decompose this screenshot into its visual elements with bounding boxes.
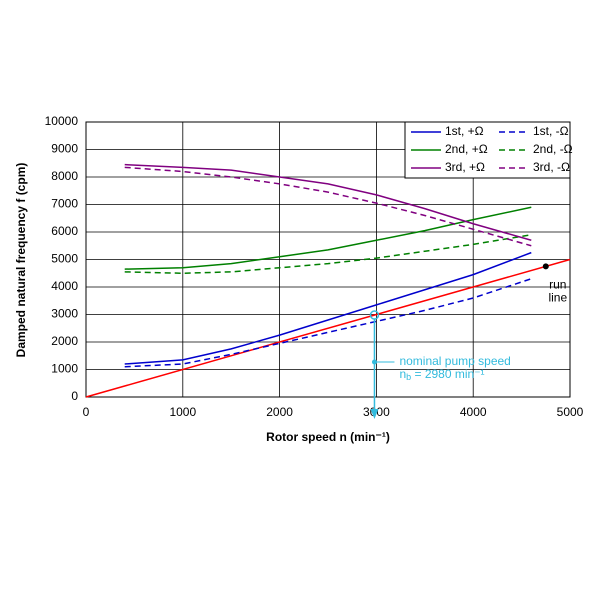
run-line (85, 258, 571, 398)
x-tick-label: 4000 (460, 405, 487, 419)
annotation: run (549, 278, 566, 292)
y-tick-label: 0 (71, 389, 78, 403)
annotation: line (548, 291, 567, 305)
y-tick-label: 10000 (45, 114, 79, 128)
legend-label: 3rd, +Ω (445, 160, 485, 174)
legend: 1st, +Ω 1st, -Ω 2nd, +Ω 2nd, -Ω 3rd, +Ω 3rd, … (404, 121, 573, 179)
series-line (124, 166, 532, 247)
x-tick-label: 2000 (266, 405, 293, 419)
y-tick-label: 1000 (51, 362, 78, 376)
y-tick-label: 4000 (51, 279, 78, 293)
annotation-part: = 2980 min⁻¹ (411, 367, 484, 381)
x-axis-title: Rotor speed n (min⁻¹) (266, 430, 390, 444)
annotation-part: b (406, 372, 411, 382)
legend-label: 2nd, +Ω (445, 142, 488, 156)
legend-label: 1st, -Ω (533, 124, 569, 138)
legend-label: 1st, +Ω (445, 124, 484, 138)
x-tick-label: 0 (83, 405, 90, 419)
y-tick-label: 8000 (51, 169, 78, 183)
legend-label: 2nd, -Ω (533, 142, 573, 156)
annotation: nb = 2980 min⁻¹ (399, 367, 484, 382)
series-line (124, 206, 532, 270)
y-tick-label: 9000 (51, 142, 78, 156)
series-line (124, 251, 532, 365)
y-tick-label: 5000 (51, 252, 78, 266)
series-line (124, 278, 532, 368)
legend-label: 3rd, -Ω (533, 160, 570, 174)
series-line (124, 163, 532, 241)
y-tick-label: 6000 (51, 224, 78, 238)
arrow-head (370, 409, 379, 419)
x-tick-label: 5000 (557, 405, 584, 419)
annotation-part: n (399, 367, 406, 381)
y-tick-label: 3000 (51, 307, 78, 321)
annotation: nominal pump speed (399, 354, 510, 368)
y-tick-label: 7000 (51, 197, 78, 211)
run-line-marker (542, 263, 549, 270)
series-line (124, 234, 532, 275)
y-tick-label: 2000 (51, 334, 78, 348)
y-axis-title: Damped natural frequency f (cpm) (14, 163, 28, 358)
x-tick-label: 1000 (169, 405, 196, 419)
